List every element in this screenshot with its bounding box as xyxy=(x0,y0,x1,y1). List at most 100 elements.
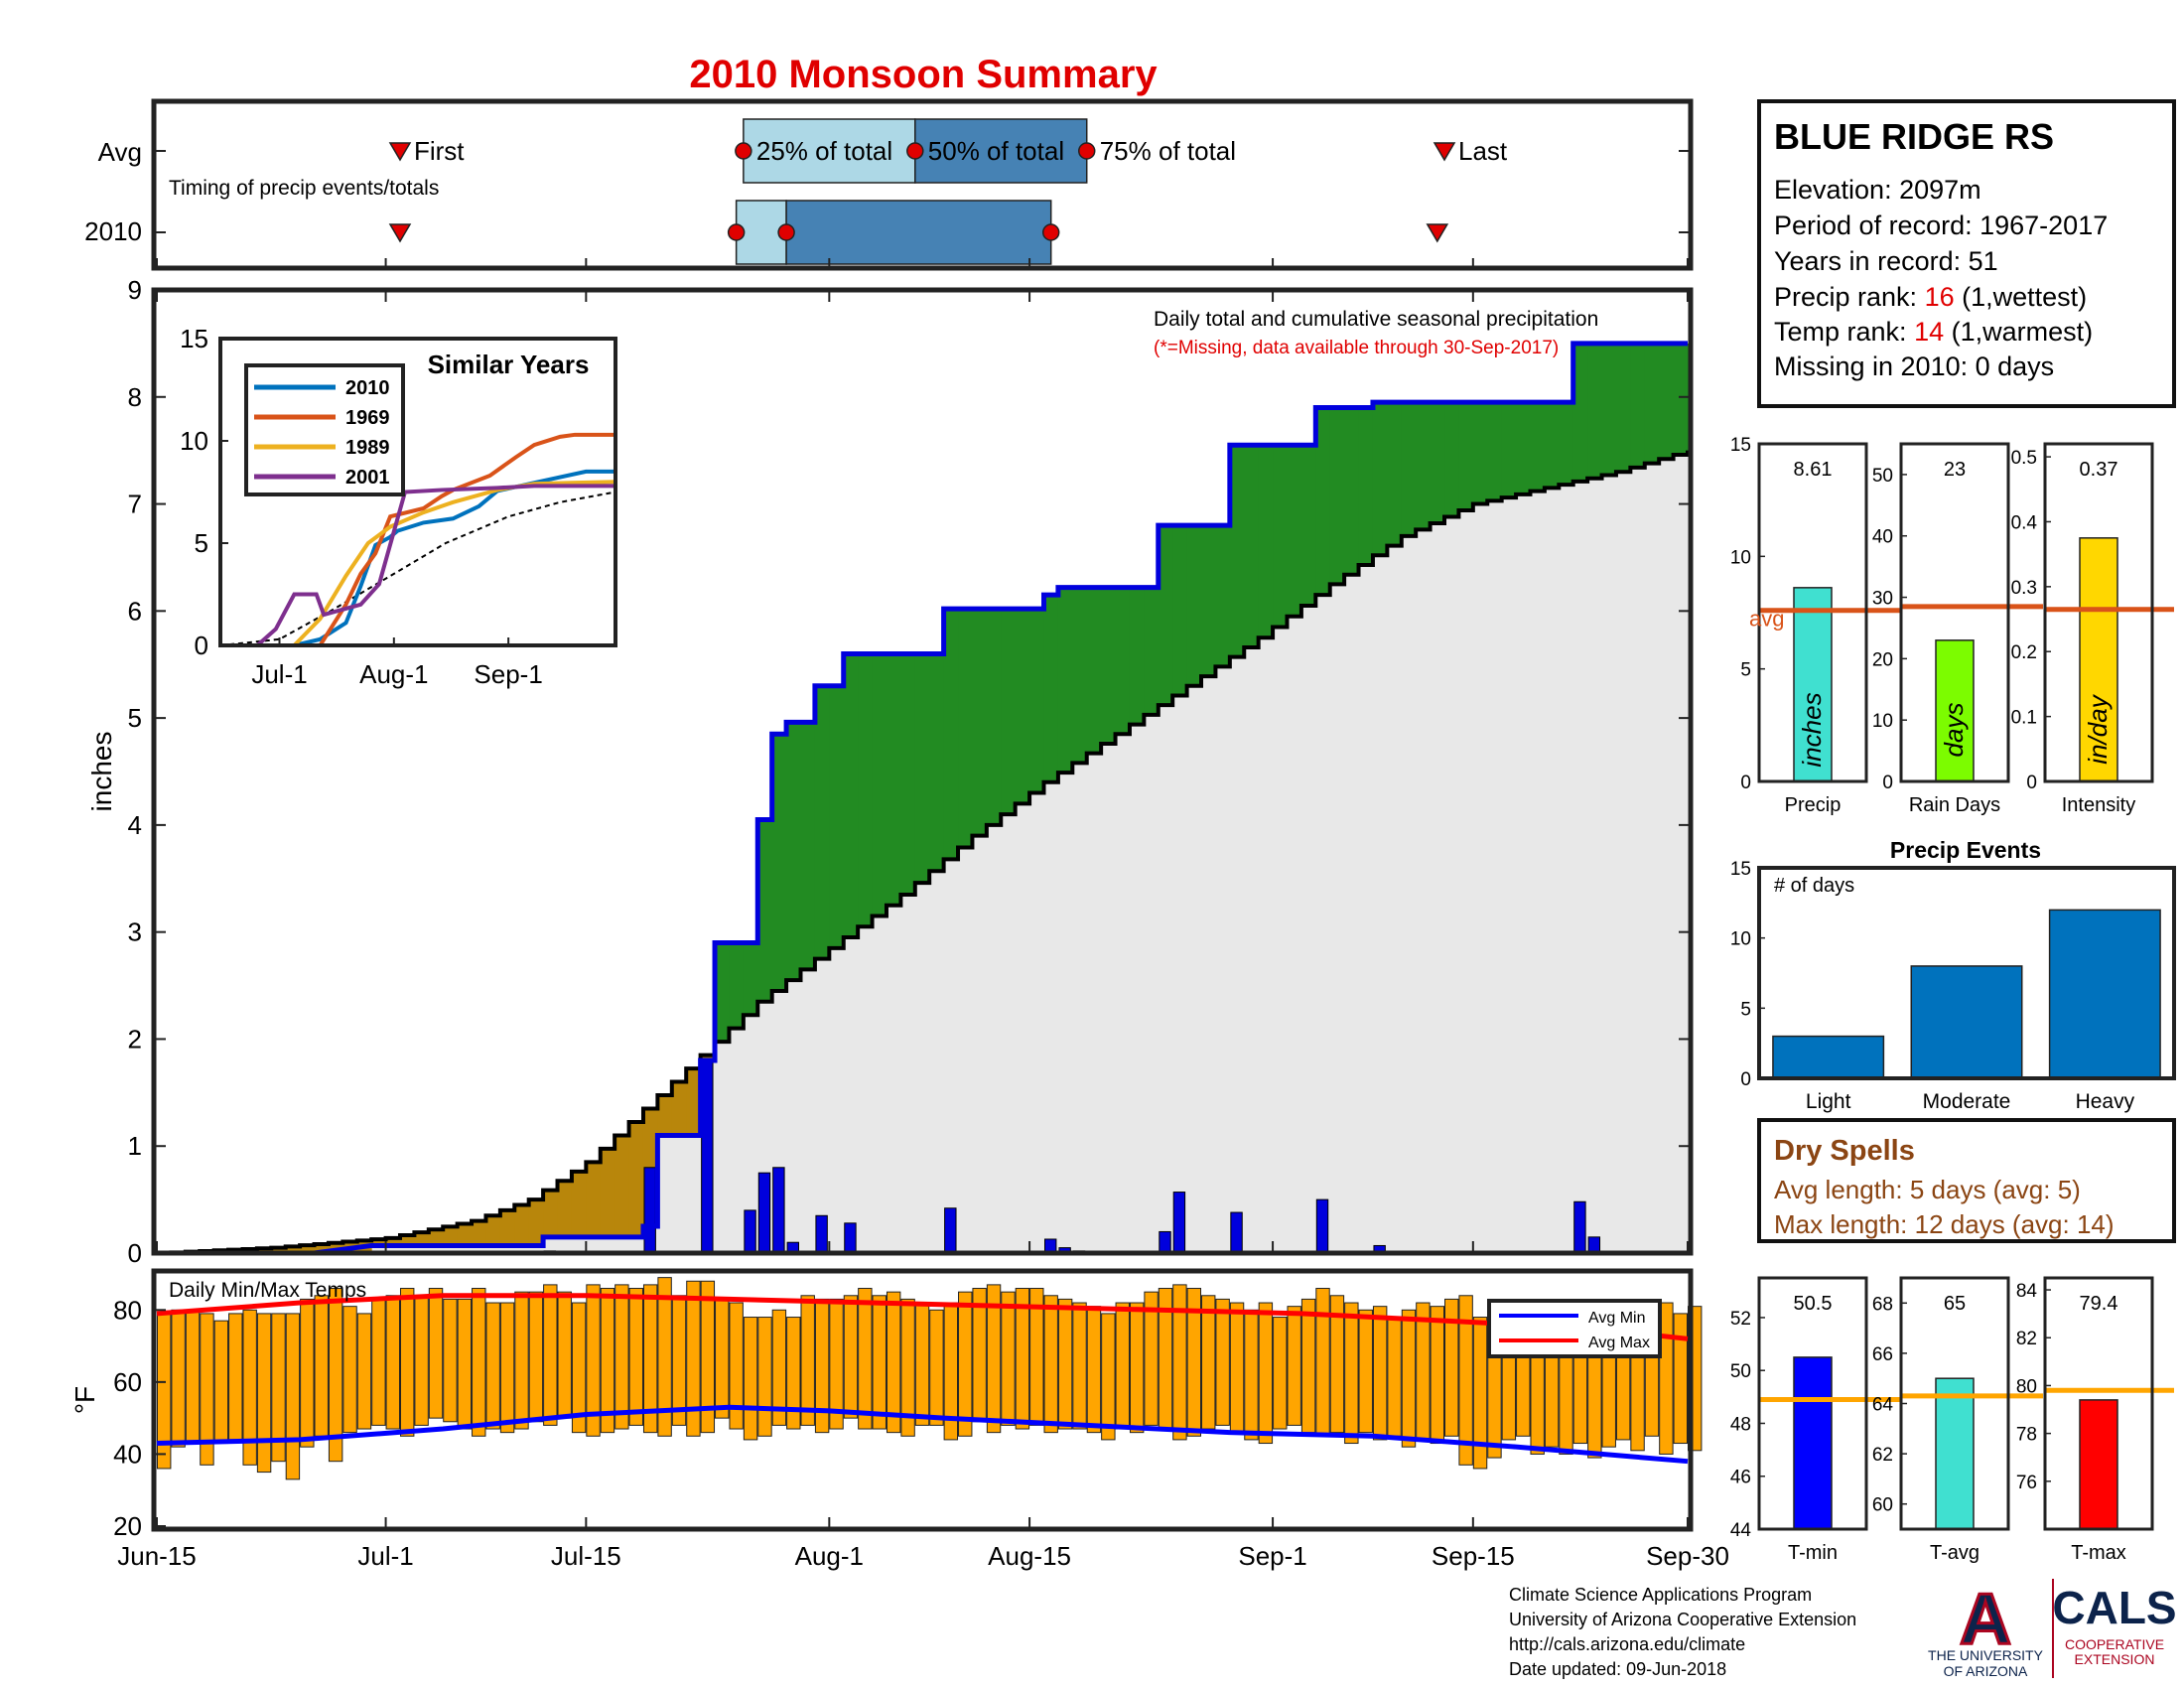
deficit-area xyxy=(628,1121,644,1237)
temp-range-bar xyxy=(472,1288,486,1437)
stat-panel-t-min: 44 46 48 50 52 50.5 T-min xyxy=(1730,1276,1901,1564)
inset-legend-label-1969: 1969 xyxy=(345,407,390,429)
deficit-area xyxy=(485,1215,501,1246)
temp-range-bar xyxy=(929,1309,944,1426)
stat-ytick-label: 80 xyxy=(2016,1376,2037,1397)
temp-range-bar xyxy=(1129,1302,1145,1434)
cumulative-2010-line xyxy=(157,341,1688,1256)
main-annotation: Daily total and cumulative seasonal prec… xyxy=(1154,308,1598,331)
surplus-area xyxy=(1615,343,1631,473)
surplus-area xyxy=(914,653,930,884)
stat-ytick-label: 10 xyxy=(1730,547,1751,568)
temp-range-bar xyxy=(1215,1298,1230,1426)
daily-precip-bar xyxy=(1172,1192,1186,1254)
temp-range-bar xyxy=(528,1291,544,1423)
daily-precip-bar xyxy=(844,1222,857,1254)
temp-range-bar xyxy=(900,1298,915,1437)
precip-events-ytick-label: 10 xyxy=(1730,929,1751,950)
timing-marker-p25 xyxy=(735,142,752,160)
temp-ytick-label: 60 xyxy=(113,1367,142,1397)
temp-range-bar xyxy=(314,1295,329,1437)
main-ytick-label: 6 xyxy=(128,596,142,626)
stat-label: Intensity xyxy=(2062,794,2135,816)
stat-ytick-label: 0.1 xyxy=(2011,708,2037,729)
temp-range-bar xyxy=(958,1291,973,1437)
stat-bar xyxy=(1935,639,1975,782)
station-period: Period of record: 1967-2017 xyxy=(1774,211,2108,240)
temp-range-bar xyxy=(686,1280,701,1437)
stat-frame xyxy=(1757,442,1868,783)
stat-frame xyxy=(2043,1276,2154,1531)
stat-ytick-label: 0 xyxy=(1882,773,1893,793)
timing-row-label-avg: Avg xyxy=(98,137,142,167)
temp-range-bar xyxy=(1273,1317,1288,1430)
temp-range-bar xyxy=(557,1291,572,1419)
temp-range-bar xyxy=(1029,1288,1044,1426)
surplus-area xyxy=(743,942,758,1016)
surplus-area xyxy=(1273,445,1288,628)
stat-ytick-label: 0.4 xyxy=(2011,512,2038,533)
surplus-area xyxy=(786,722,802,981)
stat-panel-t-max: 76 78 80 82 84 79.4 T-max xyxy=(2016,1276,2174,1564)
inset-series-1969 xyxy=(220,432,615,647)
inset-xtick-label: Aug-1 xyxy=(359,659,428,689)
inset-series-2001 xyxy=(220,484,615,647)
temp-range-bar xyxy=(1358,1309,1373,1434)
timing-marker-p75 xyxy=(1041,223,1060,241)
surplus-area xyxy=(715,942,730,1043)
stat-ytick-label: 66 xyxy=(1872,1344,1893,1365)
footer-line-4: Date updated: 09-Jun-2018 xyxy=(1509,1659,1726,1679)
average-cumulative-area xyxy=(157,450,1688,1254)
surplus-area xyxy=(900,653,916,895)
surplus-area xyxy=(1673,343,1689,455)
station-elevation: Elevation: 2097m xyxy=(1774,175,1981,205)
inset-ytick-label: 15 xyxy=(180,324,208,353)
stat-ytick-label: 20 xyxy=(1872,649,1893,670)
temp-range-bar xyxy=(1201,1295,1216,1430)
temp-range-bar xyxy=(829,1298,844,1430)
stat-label: Rain Days xyxy=(1909,794,2000,816)
temp-range-bar xyxy=(671,1295,687,1426)
surplus-area xyxy=(1401,402,1417,536)
figure-title: 2010 Monsoon Summary xyxy=(689,53,1158,96)
footer-line-1: Climate Science Applications Program xyxy=(1509,1585,1812,1605)
temp-range-bar xyxy=(428,1288,444,1419)
stat-ytick-label: 0 xyxy=(2026,773,2037,793)
legend-avg-max: Avg Max xyxy=(1588,1335,1650,1351)
temp-range-bar xyxy=(843,1295,859,1419)
temp-range-bar xyxy=(1387,1317,1402,1437)
surplus-area xyxy=(1559,402,1574,486)
daily-precip-bar xyxy=(1230,1211,1243,1254)
temp-range-bar xyxy=(1444,1298,1459,1437)
deficit-area xyxy=(700,1055,716,1060)
surplus-area xyxy=(1315,407,1331,596)
ua-logo-text-1: THE UNIVERSITY xyxy=(1928,1647,2044,1663)
stat-ytick-label: 46 xyxy=(1730,1468,1751,1488)
surplus-area xyxy=(829,685,845,948)
timing-caption: Timing of precip events/totals xyxy=(169,177,439,200)
surplus-area xyxy=(1458,402,1474,511)
surplus-area xyxy=(814,685,830,959)
temp-range-bar xyxy=(642,1284,658,1434)
deficit-area xyxy=(499,1209,515,1246)
x-tick-label: Jun-15 xyxy=(117,1541,197,1571)
temp-range-bar xyxy=(300,1298,315,1448)
inset-xtick-label: Jul-1 xyxy=(251,659,307,689)
temp-range-bar xyxy=(1186,1288,1202,1437)
temp-range-bar xyxy=(1458,1295,1473,1466)
temp-range-bar xyxy=(1172,1284,1187,1441)
stat-ytick-label: 64 xyxy=(1872,1395,1894,1416)
surplus-area xyxy=(958,609,973,848)
temp-range-bar xyxy=(872,1295,887,1430)
main-precip-chart: 0 1 2 3 4 5 6 7 8 9 inches Daily total and cumula… xyxy=(86,275,1694,1268)
footer-line-2: University of Arizona Cooperative Extens… xyxy=(1509,1610,1856,1629)
timing-panel: First 25% of total 50% of total 75% of tota… xyxy=(84,98,1694,271)
deficit-area xyxy=(428,1229,444,1246)
temp-range-bar xyxy=(1115,1302,1130,1430)
x-tick-label: Aug-1 xyxy=(795,1541,864,1571)
stat-bar xyxy=(2079,1399,2118,1530)
surplus-area xyxy=(1129,587,1145,725)
precip-events-bar-moderate xyxy=(1910,965,2023,1079)
stat-ytick-label: 60 xyxy=(1872,1495,1893,1516)
